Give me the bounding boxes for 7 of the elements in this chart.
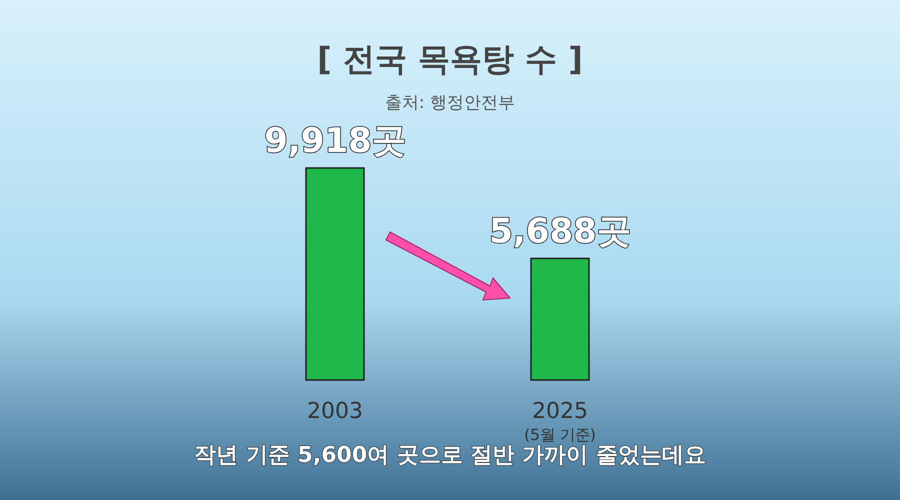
x-tick-label: 2003 (307, 399, 363, 424)
text: 작년 기준 5,600여 곳으로 절반 가까이 줄었는데요 (194, 443, 706, 468)
data-label: 5,688곳 (489, 211, 631, 252)
chart-title: [ 전국 목욕탕 수 ] (317, 40, 583, 78)
data-label: 9,918곳 (264, 121, 406, 161)
chart-subtitle: 출처: 행정안전부 (384, 93, 516, 113)
x-tick-label: 2025 (5월 기준) (524, 399, 596, 444)
